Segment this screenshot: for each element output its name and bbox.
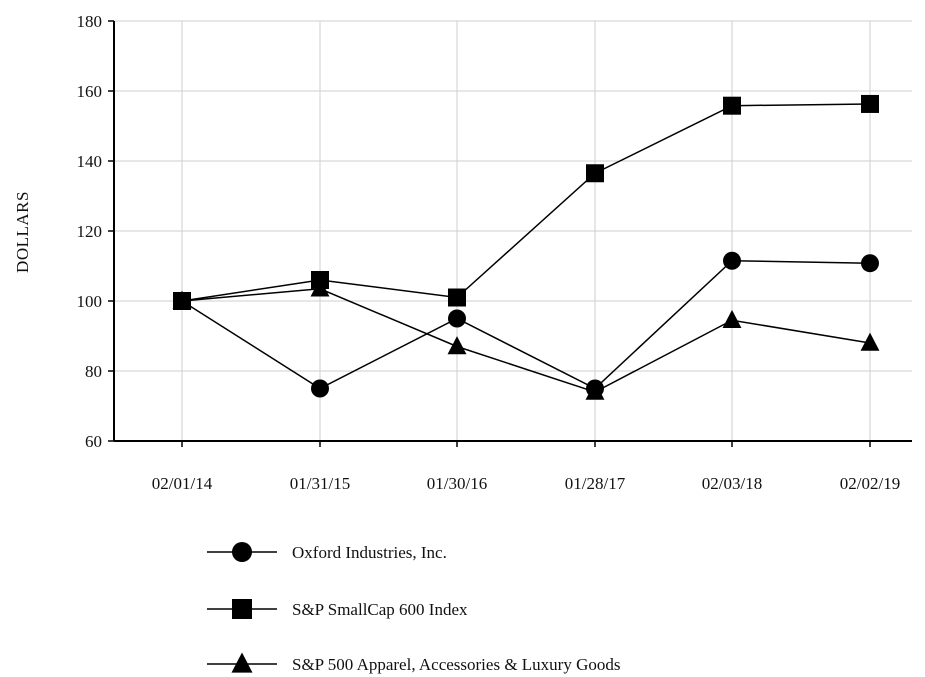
x-tick-label: 02/01/14 [152, 474, 213, 493]
legend-triangle-marker [231, 652, 253, 673]
triangle-marker [860, 332, 880, 351]
legend-label: S&P 500 Apparel, Accessories & Luxury Go… [292, 655, 620, 674]
series-lines [181, 103, 871, 393]
circle-marker [861, 254, 879, 273]
triangle-marker [310, 278, 330, 297]
triangle-marker [722, 309, 742, 329]
y-tick-label: 120 [77, 222, 103, 241]
circle-marker [311, 379, 329, 398]
legend-label: S&P SmallCap 600 Index [292, 600, 468, 619]
y-tick-label: 180 [77, 12, 103, 31]
x-tick-label: 01/30/16 [427, 474, 487, 493]
triangle-marker [447, 336, 467, 355]
x-tick-label: 01/28/17 [565, 474, 626, 493]
x-tick-label: 02/03/18 [702, 474, 762, 493]
legend-circle-marker [232, 542, 252, 562]
x-tick-label: 01/31/15 [290, 474, 350, 493]
y-tick-label: 60 [85, 432, 102, 451]
gridlines [114, 20, 912, 442]
y-tick-label: 80 [85, 362, 102, 381]
y-tick-label: 100 [77, 292, 103, 311]
square-marker [448, 288, 466, 307]
square-marker [861, 94, 879, 113]
y-tick-label: 160 [77, 82, 103, 101]
circle-marker [723, 251, 741, 270]
series-line-2 [181, 287, 871, 393]
axes: 60 80 100 120 140 160 180 02/01/14 01/31/15 01/30… [77, 12, 912, 493]
legend-square-marker [232, 599, 252, 619]
series-markers [172, 94, 880, 400]
legend: Oxford Industries, Inc. S&P SmallCap 600 … [207, 542, 620, 674]
square-marker [723, 96, 741, 115]
y-tick-label: 140 [77, 152, 103, 171]
series-line-0 [181, 259, 871, 390]
triangle-marker [172, 290, 192, 309]
series-line-1 [181, 103, 871, 302]
square-marker [586, 164, 604, 183]
legend-label: Oxford Industries, Inc. [292, 543, 447, 562]
circle-marker [448, 309, 466, 328]
triangle-marker [585, 381, 605, 400]
y-axis-title: DOLLARS [13, 191, 32, 273]
x-tick-label: 02/02/19 [840, 474, 900, 493]
